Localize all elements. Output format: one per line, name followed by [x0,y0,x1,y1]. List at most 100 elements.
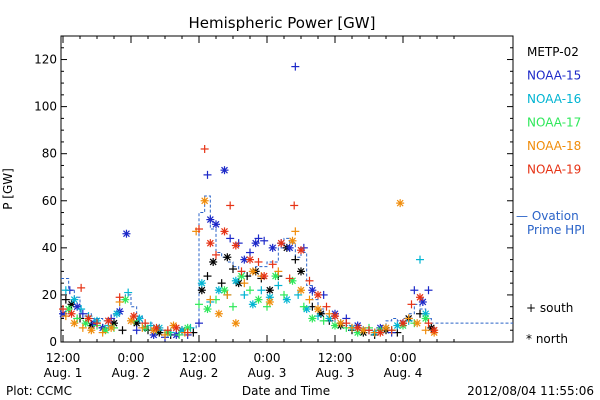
data-point [322,302,331,311]
data-point [393,321,402,330]
data-point [308,314,317,323]
x-tick-time-label: 0:00 [390,351,417,365]
data-point [305,276,314,285]
data-point [197,279,206,288]
data-point [399,319,407,328]
data-point [291,227,300,236]
data-point [257,286,266,295]
data-point [274,281,283,290]
legend: METP-02 NOAA-15 NOAA-16 NOAA-17 NOAA-18 NOAA-… [516,45,585,346]
data-point [416,255,424,264]
data-point [129,312,138,321]
data-point [430,326,439,335]
data-point [288,236,297,245]
data-point [308,286,317,295]
data-point [61,295,70,304]
data-point [226,201,235,210]
data-point [152,323,161,332]
data-point [59,305,67,314]
data-point [282,295,291,304]
data-point [203,170,212,179]
x-tick-date-label: Aug. 1 [44,366,83,380]
data-point [342,319,351,328]
data-point [212,220,220,229]
data-point [254,257,263,266]
data-point [104,316,113,325]
data-point [290,201,299,210]
legend-ovation-line2: Prime HPI [527,223,585,237]
data-point [254,295,263,304]
data-point [237,267,246,276]
data-point [107,323,116,332]
data-point [223,290,232,299]
data-point [93,319,101,328]
y-tick-label: 20 [42,288,57,302]
legend-item: NOAA-19 [527,163,581,177]
data-point [285,243,294,252]
x-tick-date-label: Aug. 3 [316,366,355,380]
data-point [297,286,305,295]
data-point [183,328,192,337]
legend-item: NOAA-18 [527,139,581,153]
data-point [206,239,215,248]
data-point [200,196,209,205]
data-point [141,319,150,328]
data-point [265,286,274,295]
data-point [416,293,424,302]
data-point [175,330,184,339]
series-points [59,62,439,342]
data-point [305,295,314,304]
data-point [87,326,96,335]
data-point [231,241,240,250]
data-point [319,316,328,325]
data-point [77,305,86,314]
chart-title: Hemispheric Power [GW] [189,14,376,32]
legend-south-marker: + south [526,301,573,315]
data-point [67,309,76,318]
footer-left: Plot: CCMC [6,384,72,398]
data-point [280,290,288,299]
data-point [212,250,220,259]
data-point [396,199,405,208]
y-axis-label: P [GW] [1,168,15,210]
data-point [115,293,124,302]
data-point [274,267,283,276]
data-point [268,243,277,252]
data-point [246,286,254,295]
data-point [118,326,127,335]
data-point [78,309,87,318]
data-point [61,286,70,295]
data-point [229,265,237,274]
ovation-series [61,195,513,334]
data-point [206,215,215,224]
data-point [240,290,249,299]
y-tick-label: 0 [49,335,57,349]
data-point [421,314,430,323]
x-tick-date-label: Aug. 4 [384,366,423,380]
data-point [112,309,121,318]
data-point [220,227,229,236]
data-point [223,253,232,262]
footer-right: 2012/08/04 11:55:06 [467,384,594,398]
data-point [271,272,280,281]
data-point [195,319,203,328]
data-point [353,323,362,332]
data-point [251,239,260,248]
y-tick-label: 60 [42,194,57,208]
y-tick-label: 40 [42,241,57,255]
data-point [197,286,206,295]
data-point [220,286,229,295]
data-point [195,300,203,309]
data-point [424,286,433,295]
x-axis-label: Date and Time [242,384,330,398]
data-point [138,323,147,332]
data-point [124,288,133,297]
data-point [132,326,141,335]
data-point [122,229,131,238]
data-point [421,326,430,335]
data-point [172,323,181,332]
data-point [424,319,433,328]
data-point [291,62,300,71]
data-point [70,295,79,304]
